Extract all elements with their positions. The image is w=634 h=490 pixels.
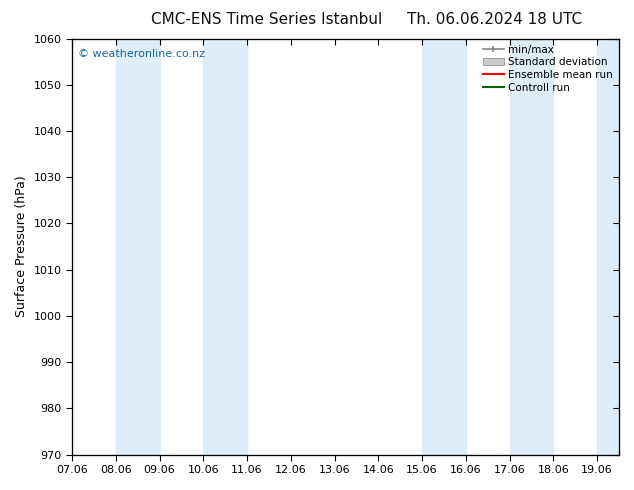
Bar bbox=[510, 39, 553, 455]
Y-axis label: Surface Pressure (hPa): Surface Pressure (hPa) bbox=[15, 176, 28, 318]
Text: Th. 06.06.2024 18 UTC: Th. 06.06.2024 18 UTC bbox=[407, 12, 582, 27]
Bar bbox=[204, 39, 247, 455]
Bar bbox=[422, 39, 466, 455]
Text: © weatheronline.co.nz: © weatheronline.co.nz bbox=[77, 49, 205, 59]
Text: CMC-ENS Time Series Istanbul: CMC-ENS Time Series Istanbul bbox=[151, 12, 382, 27]
Legend: min/max, Standard deviation, Ensemble mean run, Controll run: min/max, Standard deviation, Ensemble me… bbox=[480, 42, 616, 96]
Bar bbox=[597, 39, 619, 455]
Bar bbox=[116, 39, 160, 455]
